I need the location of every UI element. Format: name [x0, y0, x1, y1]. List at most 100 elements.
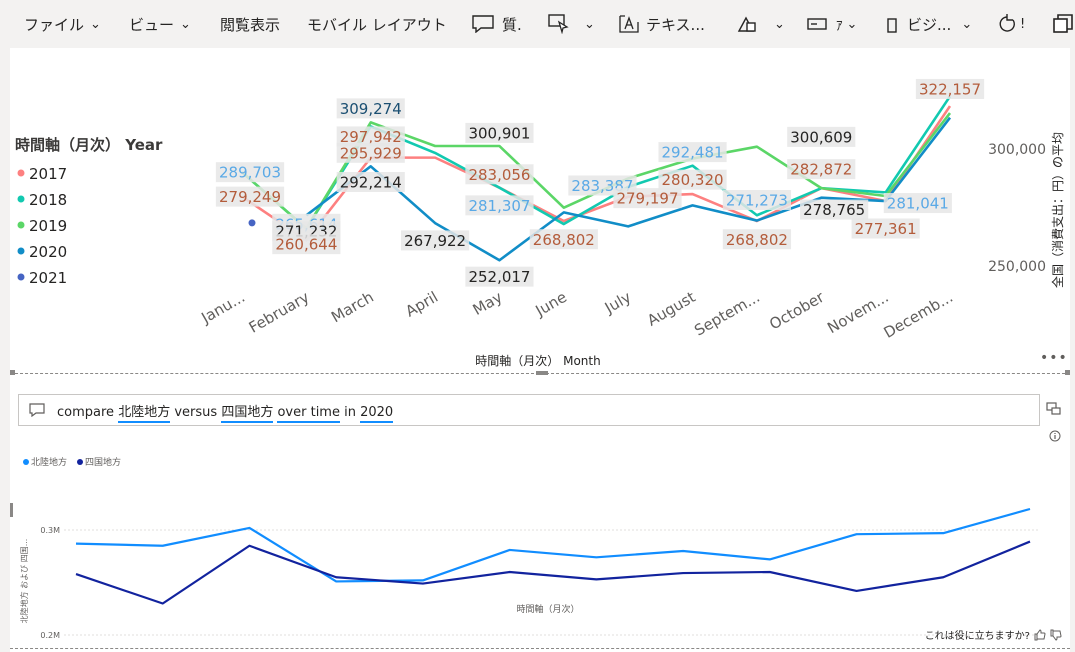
legend-marker [23, 459, 29, 465]
data-label: 282,872 [790, 161, 852, 179]
buttons-menu[interactable]: ⌄ [548, 12, 595, 36]
chart1-x-ticks: Janu...February March April May June July Augu… [197, 287, 956, 341]
data-label: 295,929 [340, 144, 402, 162]
shapes-icon [737, 16, 756, 32]
data-label: 268,802 [533, 231, 595, 249]
report-canvas: 289,703279,249265,614271,232260,644309,2… [10, 48, 1070, 652]
shapes-menu[interactable]: ⌄ [736, 12, 785, 36]
qa-term-year: 2020 [360, 405, 394, 423]
data-label: 281,041 [887, 195, 949, 213]
image-menu-label: ｱ [836, 18, 843, 34]
more-indicator: ! [1020, 16, 1026, 32]
x-tick-label: Septem... [691, 288, 763, 340]
data-label-bg [465, 266, 534, 287]
legend-marker [17, 273, 25, 281]
data-label: 289,703 [219, 164, 281, 182]
data-label: 309,274 [340, 100, 402, 118]
legend-item-label: 四国地方 [85, 456, 121, 468]
x-tick-label: June [532, 288, 570, 320]
visual-menu-label: ビジ... [907, 15, 952, 34]
textbox-button[interactable]: テキス... [618, 12, 705, 36]
reading-view-label: 閲覧表示 [220, 15, 281, 34]
data-label-bg [613, 188, 682, 209]
series-line-2020 [305, 116, 952, 262]
file-menu[interactable]: ファイル ⌄ [24, 12, 101, 36]
data-label-bg [215, 162, 285, 183]
view-menu[interactable]: ビュー ⌄ [129, 12, 191, 36]
image-menu[interactable]: ｱ ⌄ [806, 12, 857, 36]
data-label: 300,901 [468, 124, 530, 142]
y-tick-label: 0.3M [40, 526, 60, 535]
turn-into-visual-icon[interactable] [1046, 400, 1062, 416]
thumbs-up-icon[interactable] [1034, 628, 1046, 641]
more-options-icon[interactable]: ••• [1040, 350, 1068, 366]
duplicate-window-button[interactable] [1052, 12, 1074, 36]
chart2-x-axis-title: 時間軸（月次） [516, 603, 579, 615]
file-menu-label: ファイル [24, 15, 85, 34]
legend-marker [17, 247, 25, 255]
chart1-y-ticks: 250,000 300,000 [988, 142, 1046, 275]
series-point-2021 [248, 219, 256, 227]
view-menu-label: ビュー [129, 15, 175, 34]
qa-question-text: compare 北陸地方 versus 四国地方 over time in 20… [57, 401, 394, 423]
feedback-prompt: これは役に立ちますか? [924, 631, 1030, 642]
chart1-legend: 時間軸（月次） Year 2017 2018 2019 2020 2021 [15, 136, 163, 287]
data-label: 268,802 [726, 231, 788, 249]
chart2-legend: 北陸地方 四国地方 [23, 456, 121, 468]
data-label: 260,644 [275, 236, 337, 254]
chart1-data-labels: 289,703279,249265,614271,232260,644309,2… [215, 78, 985, 287]
legend-item-label: 2021 [29, 269, 67, 287]
data-label: 279,249 [219, 188, 281, 206]
resize-handle-corner[interactable] [1065, 370, 1070, 375]
chart1-x-axis-title: 時間軸（月次） Month [475, 354, 600, 368]
thumbs-down-icon[interactable] [1050, 629, 1062, 641]
reading-view-button[interactable]: 閲覧表示 [220, 12, 280, 36]
x-tick-label: May [470, 288, 506, 319]
textbox-icon [619, 15, 639, 33]
chart2-gridlines [64, 529, 1040, 636]
qa-term-over-time: over time [277, 405, 340, 423]
line-chart-yearly[interactable]: 289,703279,249265,614271,232260,644309,2… [10, 48, 1070, 373]
data-label-bg [465, 164, 534, 185]
visual-menu[interactable]: ビジ... ⌄ [885, 12, 972, 36]
qa-word: compare [57, 405, 115, 420]
ribbon-toolbar: ファイル ⌄ ビュー ⌄ 閲覧表示 モバイル レイアウト 質. ⌄ テキス... ⌄… [0, 0, 1075, 48]
data-label-bg [215, 186, 285, 207]
data-label: 280,320 [662, 171, 724, 189]
x-tick-label: Decemb... [881, 288, 956, 342]
legend-item-label: 2017 [29, 165, 67, 183]
qa-label: 質. [502, 15, 522, 34]
feedback-area: これは役に立ちますか? [925, 627, 1062, 642]
button-cursor-icon [548, 14, 569, 34]
chevron-down-icon: ⌄ [961, 16, 973, 32]
data-label-bg [800, 199, 869, 220]
qa-question-input[interactable]: compare 北陸地方 versus 四国地方 over time in 20… [18, 394, 1040, 426]
data-label-bg [465, 122, 534, 143]
data-label: 281,307 [468, 197, 530, 215]
chart1-y-axis-title: 全国（消費支出：円）の平均 [1050, 132, 1065, 288]
data-label: 271,273 [726, 191, 788, 209]
data-label-bg [658, 169, 727, 190]
legend-marker [77, 459, 83, 465]
mobile-layout-button[interactable]: モバイル レイアウト [307, 12, 447, 36]
legend-marker [17, 195, 25, 203]
data-label-bg [787, 159, 856, 180]
speech-bubble-icon [29, 403, 45, 417]
data-label: 283,056 [468, 166, 530, 184]
info-icon[interactable] [1049, 430, 1061, 442]
speech-bubble-icon [472, 15, 494, 33]
x-tick-label: February [246, 288, 313, 337]
qa-term-region2: 四国地方 [221, 405, 274, 423]
data-label: 292,481 [662, 144, 724, 162]
data-label-bg [883, 193, 952, 214]
textbox-label: テキス... [646, 15, 705, 34]
resize-handle-top[interactable] [536, 371, 548, 375]
legend-item-label: 2020 [29, 243, 67, 261]
data-label-bg [787, 126, 856, 147]
data-label-bg [272, 234, 341, 255]
resize-handle-corner[interactable] [10, 370, 15, 375]
resize-handle-left[interactable] [10, 503, 13, 517]
qa-button[interactable]: 質. [472, 12, 522, 36]
refresh-button[interactable]: ! [998, 12, 1025, 36]
